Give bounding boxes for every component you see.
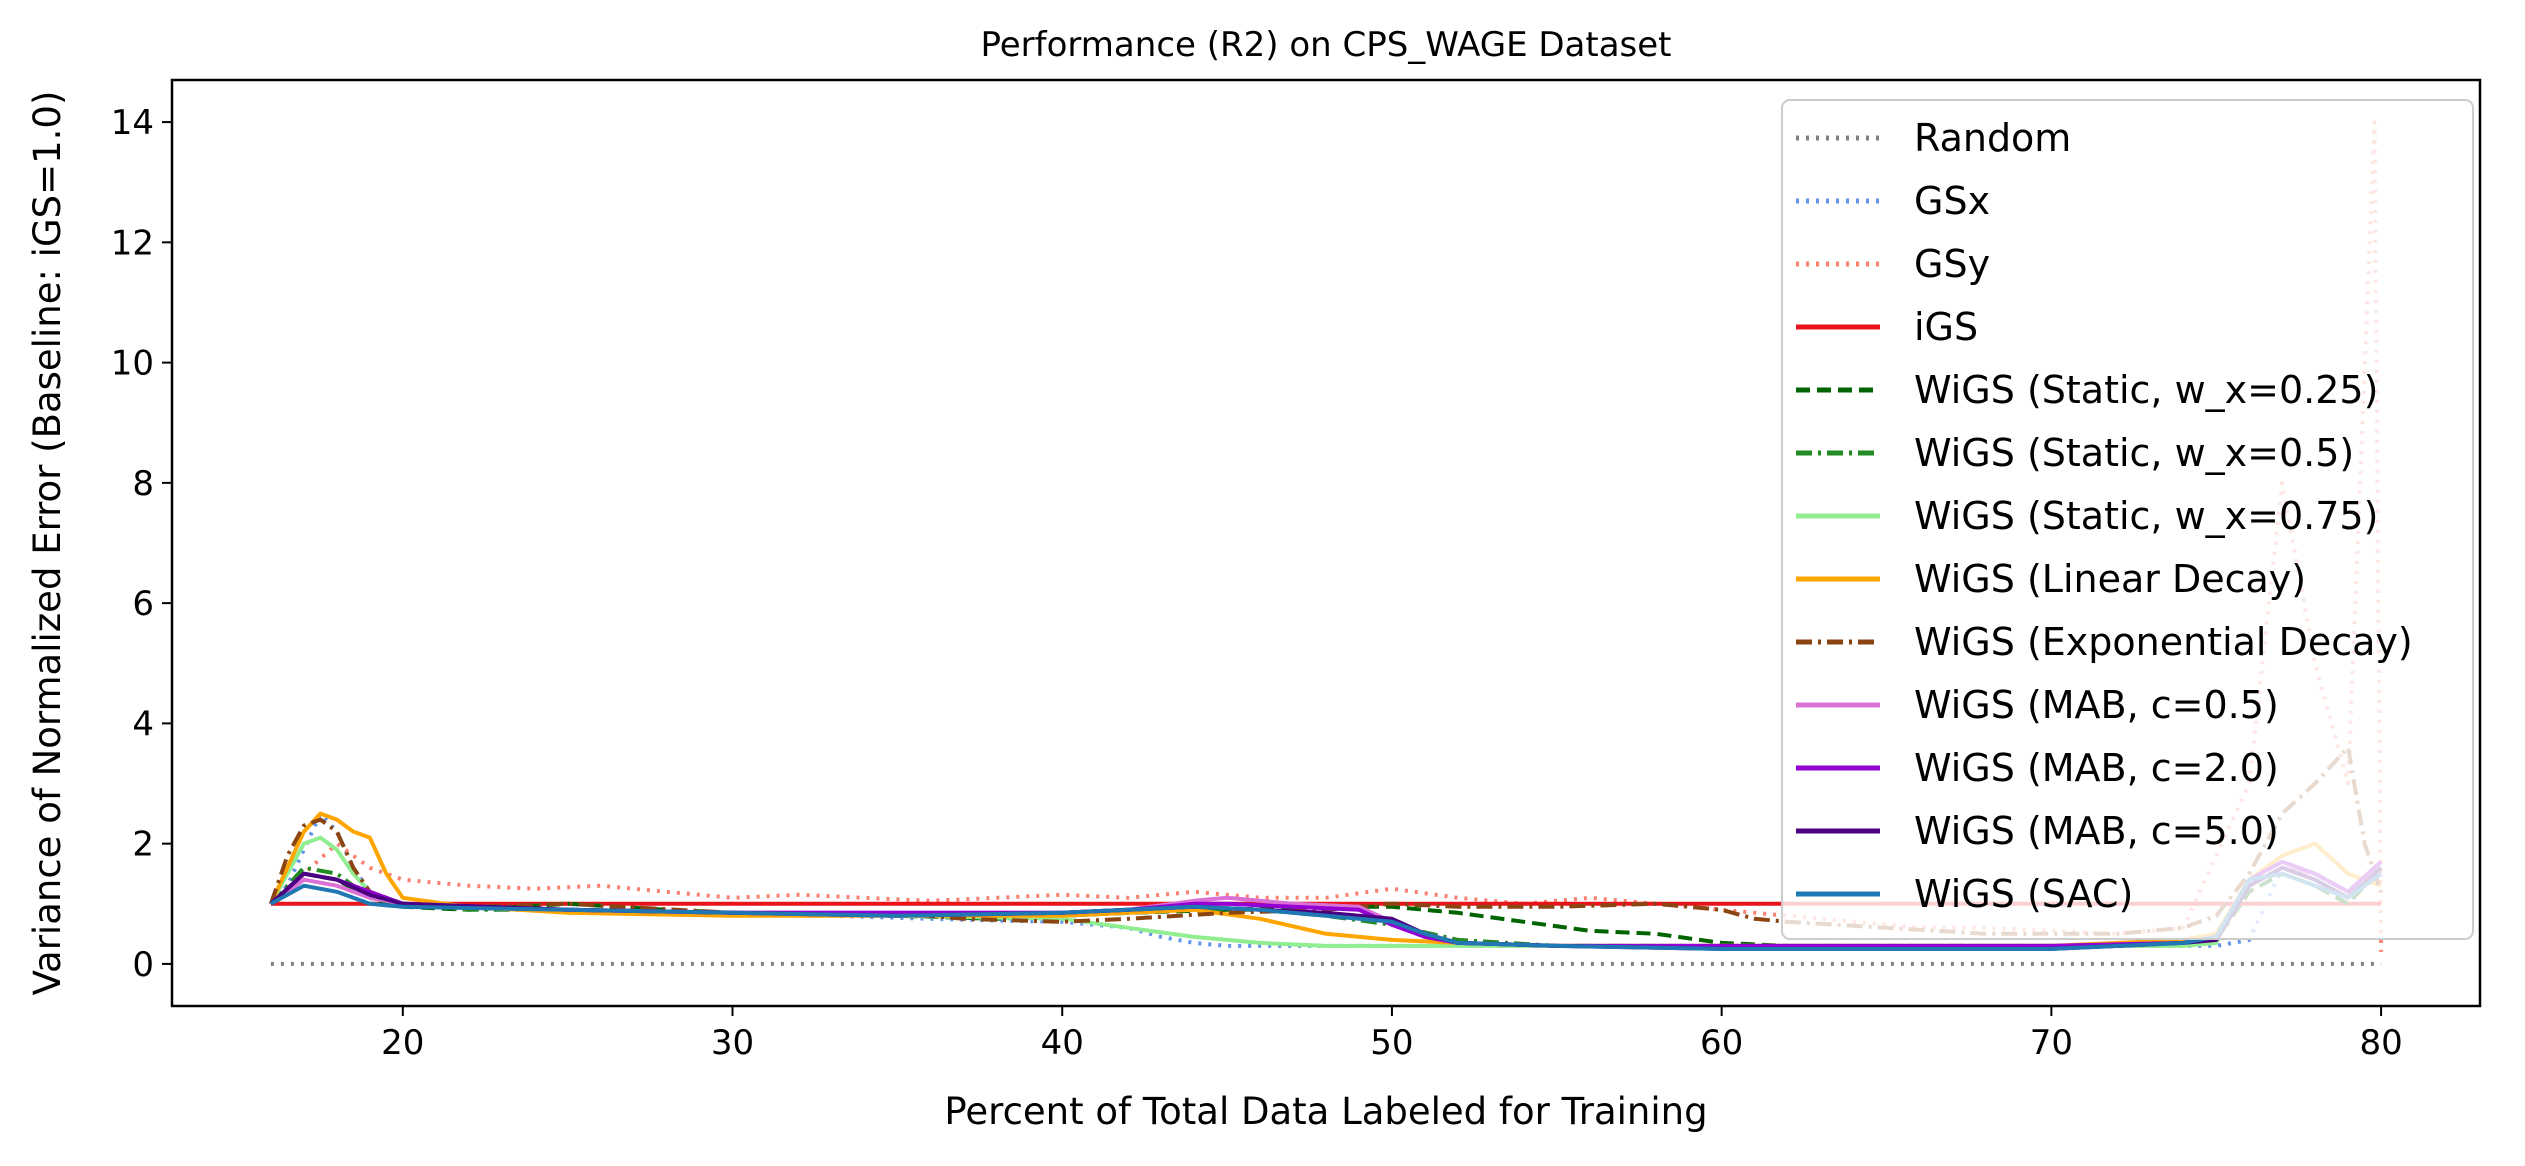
- series-line: [269, 120, 2384, 952]
- legend-label: GSx: [1914, 179, 1990, 223]
- x-tick-label: 30: [711, 1023, 754, 1063]
- legend-label: iGS: [1914, 305, 1978, 349]
- y-tick-label: 6: [132, 584, 154, 624]
- legend-label: GSy: [1914, 242, 1990, 286]
- legend-label: WiGS (Exponential Decay): [1914, 620, 2413, 664]
- y-tick-label: 2: [132, 825, 154, 865]
- legend-label: WiGS (MAB, c=5.0): [1914, 809, 2279, 853]
- legend-label: WiGS (Static, w_x=0.5): [1914, 431, 2354, 475]
- x-tick-label: 20: [381, 1023, 424, 1063]
- y-axis: 0 2 4 6 8 10 12 14: [111, 103, 172, 985]
- y-tick-label: 12: [111, 223, 154, 263]
- axes-frame: [170, 78, 2482, 1008]
- legend-box: [1781, 99, 2474, 940]
- chart-title: Performance (R2) on CPS_WAGE Dataset: [980, 25, 1671, 65]
- x-axis: 20 30 40 50 60 70 80: [381, 1006, 2403, 1063]
- x-tick-label: 40: [1041, 1023, 1084, 1063]
- y-tick-label: 4: [132, 704, 154, 744]
- legend: Random GSx GSy iGS WiGS (Static, w_x=0.25) Wi…: [1781, 99, 2474, 940]
- x-tick-label: 80: [2359, 1023, 2402, 1063]
- legend-label: WiGS (Static, w_x=0.75): [1914, 494, 2378, 538]
- y-axis-label: Variance of Normalized Error (Baseline: …: [26, 91, 69, 996]
- legend-label: WiGS (MAB, c=0.5): [1914, 683, 2279, 727]
- legend-label: WiGS (Linear Decay): [1914, 557, 2306, 601]
- y-tick-label: 14: [111, 103, 154, 143]
- legend-label: Random: [1914, 116, 2071, 160]
- x-tick-label: 70: [2030, 1023, 2073, 1063]
- x-tick-label: 50: [1370, 1023, 1413, 1063]
- y-tick-label: 0: [132, 945, 154, 985]
- legend-label: WiGS (SAC): [1914, 872, 2133, 916]
- legend-label: WiGS (MAB, c=2.0): [1914, 746, 2279, 790]
- legend-label: WiGS (Static, w_x=0.25): [1914, 368, 2378, 412]
- x-tick-label: 60: [1700, 1023, 1743, 1063]
- y-tick-label: 8: [132, 464, 154, 504]
- x-axis-label: Percent of Total Data Labeled for Traini…: [944, 1090, 1707, 1133]
- y-tick-label: 10: [111, 344, 154, 384]
